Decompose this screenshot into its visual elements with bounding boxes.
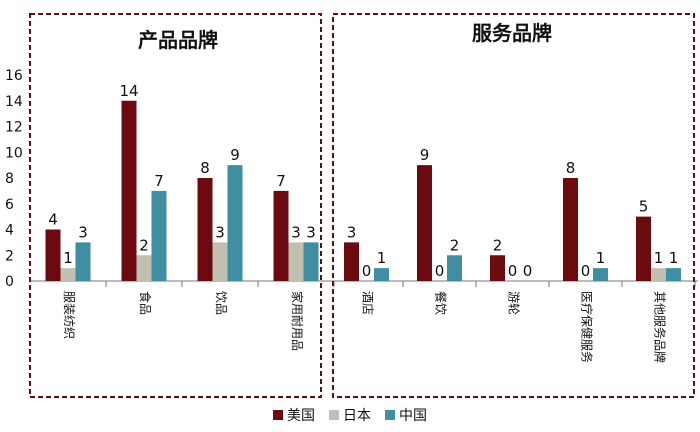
data-label-美国-医疗保健服务: 8 xyxy=(566,159,576,177)
bar-美国-餐饮 xyxy=(417,165,432,281)
data-label-日本-医疗保健服务: 0 xyxy=(581,262,591,280)
legend-swatch-cn xyxy=(385,410,395,420)
data-label-日本-餐饮: 0 xyxy=(435,262,445,280)
bar-美国-饮品 xyxy=(197,178,213,281)
data-label-中国-食品: 7 xyxy=(154,172,164,190)
data-label-美国-家用耐用品: 7 xyxy=(276,172,286,190)
category-label-饮品: 饮品 xyxy=(214,291,228,315)
legend-item-us: 美国 xyxy=(273,405,315,425)
panel-frame-1 xyxy=(332,13,695,398)
y-tick-label: 4 xyxy=(5,223,14,239)
data-label-美国-餐饮: 9 xyxy=(420,146,430,164)
category-label-医疗保健服务: 医疗保健服务 xyxy=(580,291,595,363)
bar-中国-家用耐用品 xyxy=(303,242,319,281)
category-label-服装纺织: 服装纺织 xyxy=(62,291,76,339)
legend: 美国 日本 中国 xyxy=(0,402,700,428)
data-label-美国-食品: 14 xyxy=(119,82,138,100)
data-label-日本-酒店: 0 xyxy=(362,262,372,280)
data-label-中国-其他服务品牌: 1 xyxy=(669,249,679,267)
bar-中国-服装纺织 xyxy=(75,242,91,281)
bar-美国-家用耐用品 xyxy=(273,190,289,281)
bar-美国-游轮 xyxy=(490,255,505,281)
panel-frame-0 xyxy=(29,13,322,398)
legend-item-jp: 日本 xyxy=(329,405,371,425)
legend-label-jp: 日本 xyxy=(343,408,371,424)
legend-swatch-jp xyxy=(329,410,339,420)
data-label-美国-游轮: 2 xyxy=(493,236,503,254)
bar-美国-医疗保健服务 xyxy=(563,178,578,281)
data-label-美国-其他服务品牌: 5 xyxy=(639,198,649,216)
data-label-日本-服装纺织: 1 xyxy=(63,249,73,267)
legend-label-us: 美国 xyxy=(287,408,315,424)
category-label-家用耐用品: 家用耐用品 xyxy=(290,291,305,351)
y-tick-label: 6 xyxy=(5,197,14,213)
data-label-中国-酒店: 1 xyxy=(377,249,387,267)
data-label-中国-医疗保健服务: 1 xyxy=(596,249,606,267)
bar-美国-其他服务品牌 xyxy=(636,216,651,281)
bar-美国-食品 xyxy=(121,100,137,281)
data-label-中国-家用耐用品: 3 xyxy=(306,223,316,241)
bar-中国-饮品 xyxy=(227,165,243,281)
bar-美国-酒店 xyxy=(344,242,359,281)
panel-titles: 产品品牌 服务品牌 xyxy=(138,21,552,52)
data-label-美国-酒店: 3 xyxy=(347,223,357,241)
category-label-餐饮: 餐饮 xyxy=(434,291,449,315)
bar-中国-医疗保健服务 xyxy=(593,268,608,281)
y-tick-label: 14 xyxy=(5,94,23,110)
bar-日本-食品 xyxy=(136,255,152,281)
data-label-日本-其他服务品牌: 1 xyxy=(654,249,664,267)
panel-title-0: 产品品牌 xyxy=(138,28,218,52)
legend-item-cn: 中国 xyxy=(385,405,427,425)
bar-美国-服装纺织 xyxy=(45,229,61,281)
data-label-中国-饮品: 9 xyxy=(230,146,240,164)
bar-日本-其他服务品牌 xyxy=(651,268,666,281)
category-labels: 服装纺织 食品 饮品 家用耐用品 酒店 餐饮 游轮 医疗保健服务 其他服务品牌 xyxy=(62,291,668,363)
data-label-美国-服装纺织: 4 xyxy=(48,211,58,229)
data-label-美国-饮品: 8 xyxy=(200,159,210,177)
y-tick-label: 10 xyxy=(5,145,23,161)
data-label-日本-游轮: 0 xyxy=(508,262,518,280)
legend-swatch-us xyxy=(273,410,283,420)
bar-日本-家用耐用品 xyxy=(288,242,304,281)
y-tick-label: 2 xyxy=(5,248,14,264)
data-label-日本-家用耐用品: 3 xyxy=(291,223,301,241)
bars xyxy=(45,100,681,281)
data-label-日本-食品: 2 xyxy=(139,236,149,254)
category-label-酒店: 酒店 xyxy=(361,291,375,315)
bar-中国-酒店 xyxy=(374,268,389,281)
panel-frames xyxy=(29,13,695,398)
bar-中国-餐饮 xyxy=(447,255,462,281)
bar-中国-食品 xyxy=(151,190,167,281)
bar-日本-服装纺织 xyxy=(60,268,76,281)
category-label-其他服务品牌: 其他服务品牌 xyxy=(653,291,668,363)
legend-label-cn: 中国 xyxy=(399,408,427,424)
data-label-中国-游轮: 0 xyxy=(523,262,533,280)
panel-title-1: 服务品牌 xyxy=(472,21,552,45)
bar-日本-饮品 xyxy=(212,242,228,281)
category-label-食品: 食品 xyxy=(138,291,153,315)
bar-中国-其他服务品牌 xyxy=(666,268,681,281)
data-label-中国-服装纺织: 3 xyxy=(78,223,88,241)
y-tick-label: 12 xyxy=(5,120,23,136)
category-label-游轮: 游轮 xyxy=(507,291,521,315)
data-label-中国-餐饮: 2 xyxy=(450,236,460,254)
y-tick-label: 0 xyxy=(5,274,14,290)
y-tick-label: 16 xyxy=(5,68,23,84)
y-tick-label: 8 xyxy=(5,171,14,187)
data-label-日本-饮品: 3 xyxy=(215,223,225,241)
